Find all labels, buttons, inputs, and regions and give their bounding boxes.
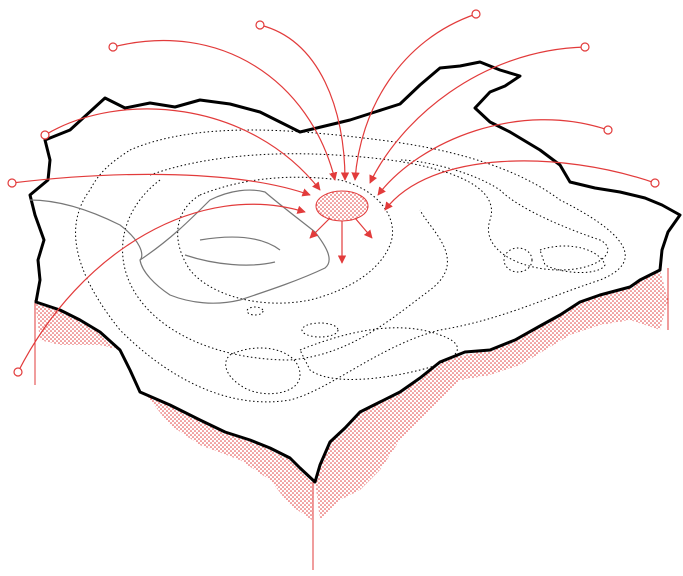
outflow-arrows [309, 217, 373, 264]
basin [29, 189, 330, 304]
source-points [7, 9, 660, 377]
inflow-arrows [11, 13, 656, 373]
center-zone [315, 190, 369, 222]
land-outline [28, 60, 682, 484]
side-right [315, 270, 668, 520]
side-left [35, 300, 315, 520]
